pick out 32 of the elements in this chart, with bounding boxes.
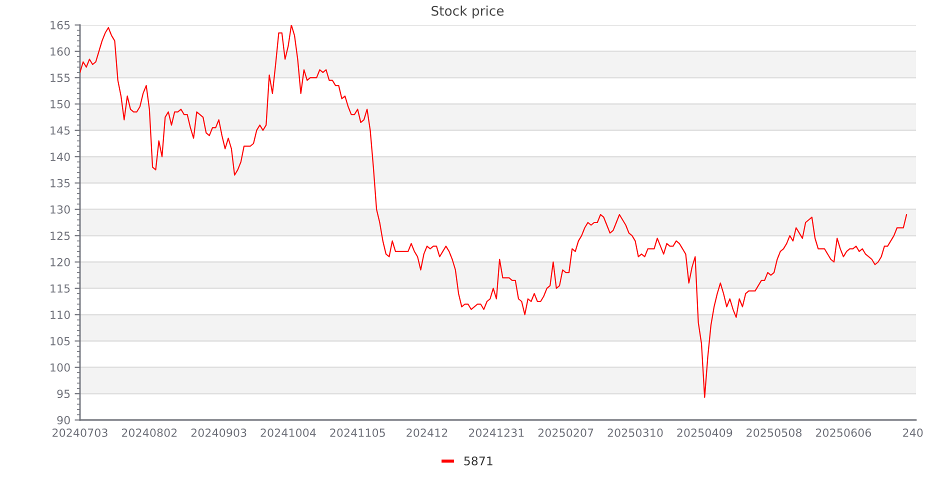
x-tick-label: 240: [903, 428, 923, 437]
y-tick-label: 130: [50, 205, 70, 214]
y-tick-label: 145: [50, 126, 70, 135]
y-tick-label: 95: [57, 390, 70, 398]
y-tick-label: 165: [50, 20, 70, 30]
y-tick-label: 115: [50, 284, 70, 293]
y-tick-label: 105: [50, 336, 70, 346]
x-tick-label: 20241105: [330, 428, 385, 437]
legend-label: 5871: [464, 456, 492, 466]
y-tick-label: 90: [57, 416, 70, 424]
x-tick-label: 20250508: [746, 428, 802, 437]
y-tick-label: 155: [50, 74, 70, 82]
chart-title: Stock price: [432, 6, 504, 18]
x-tick-label: 20250310: [608, 428, 663, 437]
y-tick-label: 100: [50, 363, 70, 372]
x-tick-label: 20240802: [122, 428, 177, 437]
y-tick-label: 135: [50, 178, 70, 188]
y-tick-label: 110: [50, 310, 70, 320]
y-tick-label: 125: [50, 232, 70, 240]
y-tick-label: 140: [50, 152, 70, 162]
x-tick-label: 20250207: [538, 428, 594, 437]
line-series: [80, 25, 908, 398]
x-tick-label: 202412: [406, 428, 448, 437]
y-tick-label: 150: [50, 100, 70, 108]
x-tick-label: 20250606: [816, 428, 872, 437]
y-tick-label: 120: [50, 258, 70, 266]
y-tick-label: 160: [50, 47, 70, 56]
x-tick-label: 20241004: [260, 428, 316, 437]
x-tick-label: 20241231: [468, 428, 524, 437]
x-tick-label: 20250409: [677, 428, 732, 437]
x-tick-label: 20240703: [52, 428, 108, 437]
x-tick-label: 20240903: [191, 428, 246, 437]
